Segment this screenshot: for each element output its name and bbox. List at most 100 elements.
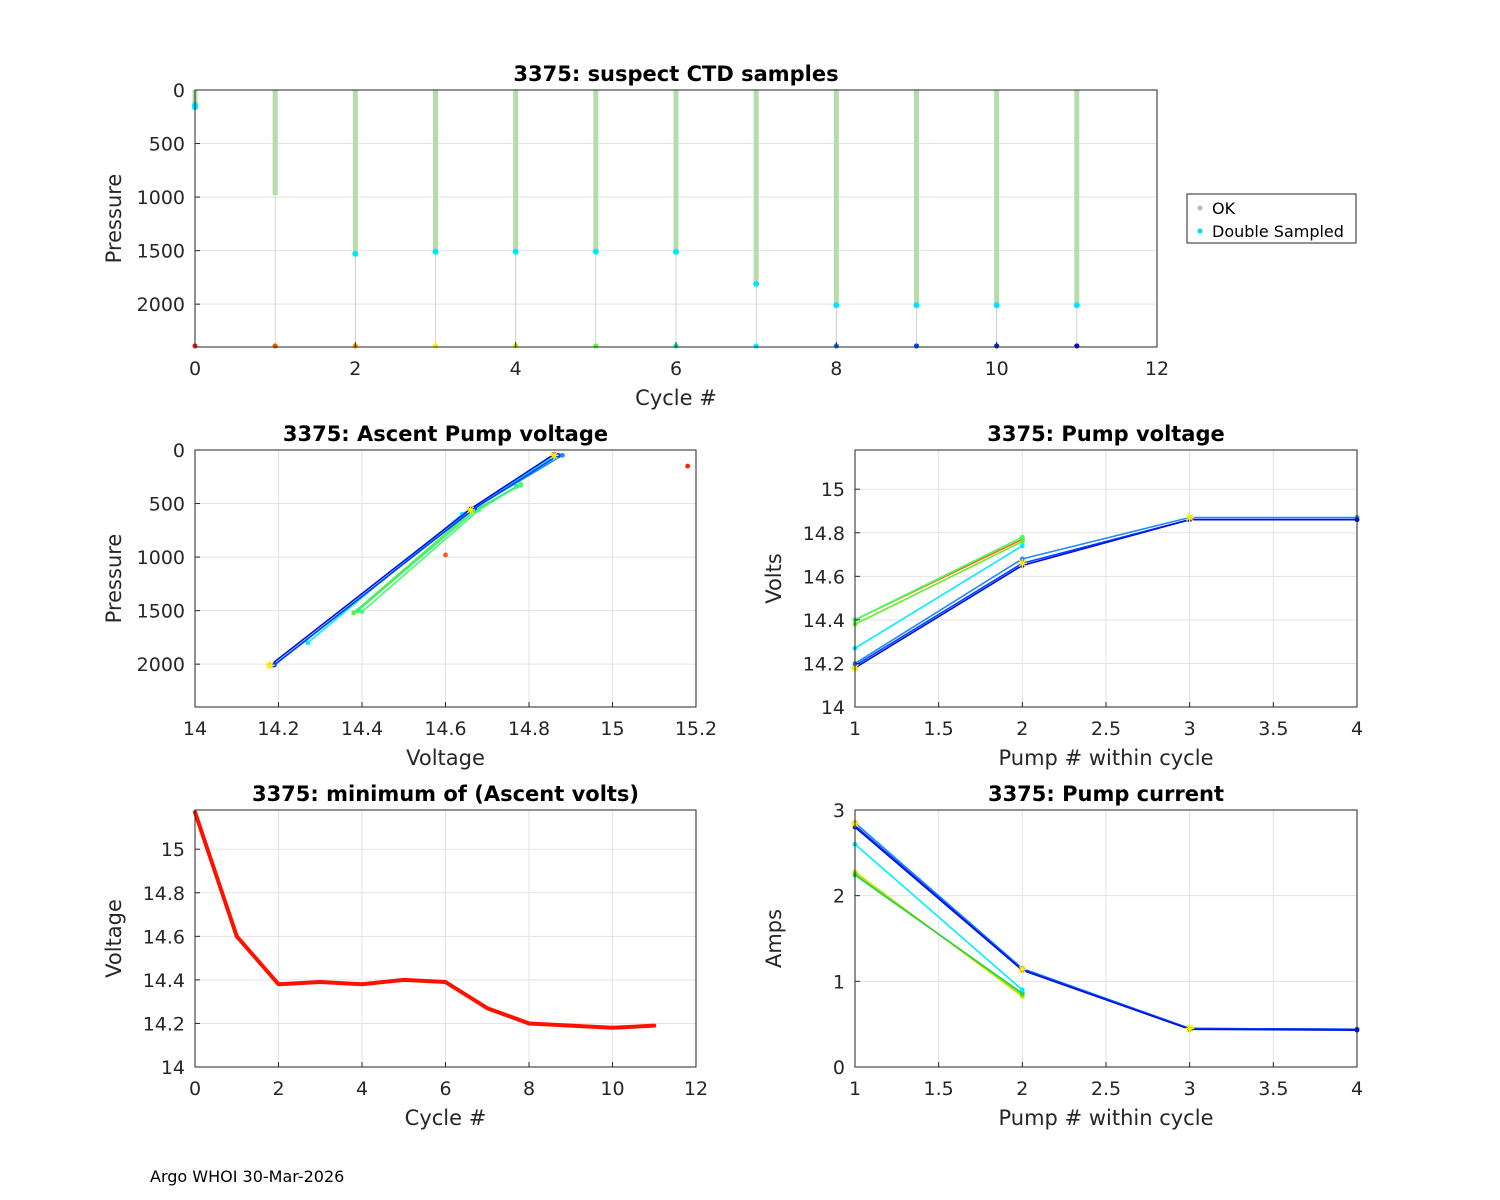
plot-marks: [850, 819, 1360, 1033]
chart-minv: 0 2 4 6 8 10 12 14 14.2 14.4 14.6 14.8 15 3375: minim…: [102, 782, 708, 1130]
y-tick-label: 2000: [137, 654, 185, 676]
series-line: [854, 545, 1024, 649]
series-line: [854, 536, 1024, 621]
x-tick-label: 14.4: [341, 718, 383, 740]
data-point: [235, 934, 239, 938]
legend-marker: [1197, 205, 1203, 211]
cycle-marker: [913, 343, 920, 349]
plot-marks: [192, 90, 1080, 349]
data-point: [1019, 539, 1025, 544]
double-sampled-point: [592, 248, 599, 255]
x-tick-label: 6: [439, 1078, 451, 1100]
x-tick-label: 8: [523, 1078, 535, 1100]
x-tick-label: 3: [1184, 1078, 1196, 1100]
double-sampled-point: [512, 248, 519, 255]
x-tick-label: 8: [830, 358, 842, 380]
data-point: [685, 463, 691, 469]
y-tick-label: 14: [161, 1057, 185, 1079]
data-point: [351, 610, 357, 616]
y-tick-label: 1: [833, 971, 845, 993]
y-tick-label: 14.8: [143, 883, 185, 905]
legend-marker: [1197, 228, 1203, 234]
x-tick-label: 10: [600, 1078, 624, 1100]
y-tick-label: 500: [149, 494, 185, 516]
x-axis-label: Cycle #: [635, 386, 717, 410]
x-tick-label: 15.2: [675, 718, 717, 740]
x-tick-label: 0: [189, 358, 201, 380]
x-tick-label: 14.2: [257, 718, 299, 740]
y-tick-label: 15: [161, 839, 185, 861]
data-point: [485, 1006, 489, 1010]
double-sampled-point: [673, 248, 679, 255]
plot-frame: [854, 449, 1358, 708]
y-tick-label: 3: [833, 800, 845, 822]
chart-pumpv: 1 1.5 2 2.5 3 3.5 4 14 14.2 14.4 14.6 14.8 15 3375: P…: [762, 422, 1363, 770]
y-tick-label: 14.4: [803, 610, 845, 632]
cycle-marker: [753, 343, 759, 349]
data-marker: [1185, 513, 1195, 523]
series-line: [854, 540, 1024, 626]
y-tick-label: 0: [833, 1057, 845, 1079]
data-point: [277, 982, 280, 986]
y-axis-label: Pressure: [102, 174, 126, 264]
data-point: [444, 980, 447, 984]
plot-frame: [194, 809, 697, 1068]
legend-label: OK: [1212, 199, 1236, 218]
plot-marks: [850, 513, 1360, 673]
x-tick-label: 2: [272, 1078, 284, 1100]
x-tick-label: 14.8: [508, 718, 550, 740]
x-tick-label: 1.5: [924, 718, 954, 740]
data-point: [1019, 534, 1025, 540]
double-sampled-point: [753, 280, 760, 287]
y-tick-label: 14.8: [803, 523, 845, 545]
x-tick-label: 3: [1184, 718, 1196, 740]
y-axis-label: Voltage: [102, 899, 126, 978]
x-tick-label: 3.5: [1258, 1078, 1288, 1100]
data-point: [514, 484, 519, 489]
plot-frame: [854, 809, 1358, 1068]
x-axis-label: Pump # within cycle: [999, 746, 1214, 770]
data-point: [355, 608, 361, 614]
data-point: [1019, 990, 1025, 996]
cycle-marker: [432, 343, 439, 349]
chart-title: 3375: Pump voltage: [987, 422, 1225, 446]
x-tick-label: 12: [684, 1078, 708, 1100]
cycle-marker: [593, 343, 599, 349]
chart-ctd: 0 2 4 6 8 10 12 0 500 1000 1500 2000 3375: suspect C…: [102, 62, 1169, 410]
x-tick-label: 2: [1016, 1078, 1028, 1100]
x-tick-label: 2.5: [1091, 1078, 1121, 1100]
double-sampled-point: [833, 302, 840, 309]
x-tick-label: 4: [510, 358, 522, 380]
data-point: [359, 609, 365, 615]
x-tick-label: 2: [349, 358, 361, 380]
y-tick-label: 1000: [137, 187, 185, 209]
x-tick-label: 6: [670, 358, 682, 380]
y-tick-label: 2000: [137, 294, 185, 316]
data-point: [652, 1024, 656, 1028]
x-axis-label: Cycle #: [405, 1106, 487, 1130]
double-sampled-point: [913, 302, 920, 309]
x-tick-label: 15: [600, 718, 624, 740]
data-marker: [1185, 1023, 1195, 1033]
y-axis-label: Pressure: [102, 534, 126, 624]
x-tick-label: 2: [1016, 718, 1028, 740]
series-line: [854, 843, 1024, 991]
y-tick-label: 1000: [137, 547, 185, 569]
chart-title: 3375: Ascent Pump voltage: [283, 422, 608, 446]
y-tick-label: 14.6: [143, 926, 185, 948]
x-tick-label: 4: [1351, 1078, 1363, 1100]
x-axis-label: Pump # within cycle: [999, 1106, 1214, 1130]
y-tick-label: 14.6: [803, 566, 845, 588]
series-line: [854, 874, 1024, 995]
chart-title: 3375: minimum of (Ascent volts): [252, 782, 639, 806]
data-point: [318, 980, 322, 984]
data-point: [569, 1024, 573, 1028]
data-point: [518, 481, 524, 487]
x-tick-label: 4: [1351, 718, 1363, 740]
y-axis-label: Amps: [762, 909, 786, 968]
series-line: [854, 826, 1358, 1031]
series-line: [854, 518, 1358, 669]
y-tick-label: 1500: [137, 241, 185, 263]
x-tick-label: 1: [849, 1078, 861, 1100]
